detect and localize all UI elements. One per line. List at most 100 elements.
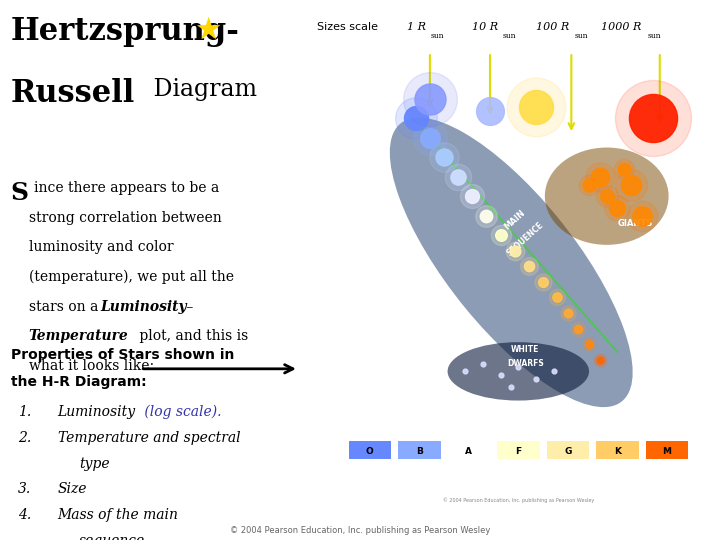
Text: A: A — [465, 447, 472, 456]
Text: Mass of the main: Mass of the main — [58, 509, 179, 522]
Point — [552, 293, 563, 302]
Text: B: B — [416, 447, 423, 456]
Point — [452, 172, 464, 181]
Text: 10²: 10² — [328, 194, 338, 199]
Point — [477, 359, 489, 368]
Point — [505, 383, 517, 391]
Point — [452, 172, 464, 181]
Bar — [546, 441, 589, 459]
Point — [495, 231, 506, 239]
Text: 10⁻²: 10⁻² — [325, 310, 338, 315]
Text: SEQUENCE: SEQUENCE — [505, 220, 546, 258]
Point — [594, 172, 606, 181]
Point — [485, 106, 496, 115]
Text: 10 R: 10 R — [472, 22, 498, 32]
Bar — [398, 441, 441, 459]
Text: 1.: 1. — [18, 405, 31, 418]
Point — [583, 340, 595, 348]
Point — [611, 204, 623, 212]
Point — [509, 246, 521, 255]
Text: strong correlation between: strong correlation between — [29, 211, 222, 225]
Text: –: – — [182, 300, 194, 314]
Text: 30,000: 30,000 — [384, 472, 405, 477]
Point — [530, 103, 541, 111]
Text: 1 R: 1 R — [407, 22, 426, 32]
Point — [583, 180, 595, 189]
Bar — [497, 441, 539, 459]
Text: Luminosity (solar units): Luminosity (solar units) — [317, 213, 323, 296]
Text: O: O — [366, 447, 374, 456]
Point — [601, 192, 613, 200]
Text: 1000 R: 1000 R — [601, 22, 642, 32]
Point — [495, 231, 506, 239]
Bar — [646, 441, 688, 459]
Bar — [348, 441, 391, 459]
Point — [467, 192, 478, 200]
Point — [562, 309, 574, 318]
Text: 10⁻⁴: 10⁻⁴ — [325, 349, 338, 354]
Text: Properties of Stars shown in: Properties of Stars shown in — [11, 348, 234, 362]
Text: Temperature and spectral: Temperature and spectral — [58, 431, 240, 444]
Point — [594, 355, 606, 364]
Point — [424, 133, 436, 142]
Point — [467, 192, 478, 200]
Ellipse shape — [448, 342, 589, 401]
Text: © 2004 Pearson Education, Inc. publishing as Pearson Wesley: © 2004 Pearson Education, Inc. publishin… — [443, 497, 594, 503]
Point — [618, 165, 630, 173]
Text: WHITE: WHITE — [511, 346, 539, 354]
Text: 10⁻⁶: 10⁻⁶ — [325, 388, 338, 393]
Text: F: F — [516, 447, 521, 456]
Text: © 2004 Pearson Education, Inc. publishing as Pearson Wesley: © 2004 Pearson Education, Inc. publishin… — [230, 525, 490, 535]
Text: M: M — [662, 447, 671, 456]
Bar — [596, 441, 639, 459]
Text: surface temperature (Kelvin): surface temperature (Kelvin) — [473, 484, 564, 489]
Text: stars on a: stars on a — [29, 300, 102, 314]
Text: ince there appears to be a: ince there appears to be a — [34, 181, 219, 195]
Point — [537, 278, 549, 286]
Text: plot, and this is: plot, and this is — [135, 329, 248, 343]
Text: sun: sun — [503, 32, 516, 40]
Text: Russell: Russell — [11, 78, 135, 109]
Bar — [448, 441, 490, 459]
Text: 3.: 3. — [18, 483, 31, 496]
Text: sun: sun — [575, 32, 588, 40]
Text: DWARFS: DWARFS — [507, 359, 544, 368]
Point — [410, 114, 421, 123]
Text: sequence: sequence — [79, 534, 145, 540]
Text: Sizes scale: Sizes scale — [317, 22, 378, 32]
Ellipse shape — [390, 118, 633, 407]
Point — [601, 192, 613, 200]
Point — [513, 363, 524, 372]
Point — [572, 324, 584, 333]
Text: Temperature: Temperature — [29, 329, 129, 343]
Text: 2.: 2. — [18, 431, 31, 444]
Ellipse shape — [545, 147, 669, 245]
Text: the H-R Diagram:: the H-R Diagram: — [11, 375, 146, 389]
Text: 1: 1 — [334, 272, 338, 276]
Text: sun: sun — [431, 32, 444, 40]
Text: sun: sun — [648, 32, 662, 40]
Point — [583, 340, 595, 348]
Point — [647, 114, 659, 123]
Point — [523, 262, 535, 271]
Point — [530, 375, 541, 383]
Text: Hertzsprung-: Hertzsprung- — [11, 16, 240, 47]
Text: Size: Size — [58, 483, 87, 496]
Point — [562, 309, 574, 318]
Text: 10,000: 10,000 — [508, 472, 529, 477]
Text: what it looks like:: what it looks like: — [29, 359, 154, 373]
Text: SUPERGIANTS: SUPERGIANTS — [536, 125, 607, 134]
Text: 100 R: 100 R — [536, 22, 570, 32]
Point — [523, 262, 535, 271]
Point — [594, 355, 606, 364]
Point — [626, 180, 637, 189]
Text: ★: ★ — [194, 16, 222, 45]
Text: (log scale).: (log scale). — [140, 405, 222, 419]
Point — [481, 211, 492, 220]
Text: K: K — [614, 447, 621, 456]
Text: type: type — [79, 456, 110, 470]
Point — [537, 278, 549, 286]
Text: 6,000: 6,000 — [598, 472, 616, 477]
Point — [636, 211, 648, 220]
Text: 4.: 4. — [18, 509, 31, 522]
